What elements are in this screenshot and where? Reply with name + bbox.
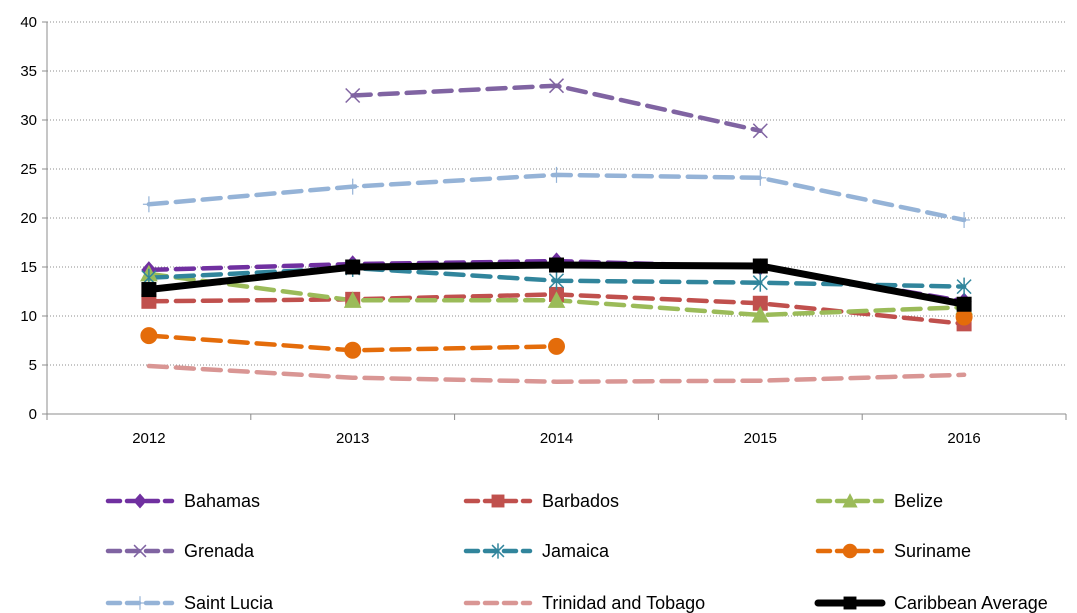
y-tick-label: 40 — [20, 14, 37, 31]
legend-label: Bahamas — [184, 491, 260, 511]
legend-item-jamaica: Jamaica — [463, 541, 610, 561]
data-point-suriname — [344, 341, 362, 359]
data-point-caribbean-average — [549, 257, 564, 273]
data-point-belize — [547, 291, 566, 308]
y-tick-label: 35 — [20, 63, 37, 80]
series-line-trinidad-and-tobago — [146, 363, 967, 384]
legend-item-belize: Belize — [815, 491, 943, 511]
series-lines — [145, 83, 968, 384]
y-tick-label: 30 — [20, 112, 37, 129]
legend-item-barbados: Barbados — [463, 491, 619, 511]
data-point-saint-lucia — [142, 196, 155, 213]
x-tick-label: 2014 — [540, 430, 573, 447]
gridlines — [47, 21, 1066, 366]
data-point-saint-lucia — [346, 178, 359, 195]
legend-marker — [842, 543, 858, 559]
data-point-caribbean-average — [956, 296, 972, 312]
x-tick-label: 2013 — [336, 430, 369, 447]
legend-label: Barbados — [542, 491, 619, 511]
data-point-grenada — [752, 123, 768, 139]
data-point-grenada — [548, 78, 565, 94]
data-point-saint-lucia — [754, 169, 767, 186]
x-tick-label: 2012 — [132, 430, 165, 447]
legend-label: Jamaica — [542, 541, 610, 561]
data-point-saint-lucia — [958, 211, 971, 228]
tick-labels: 0 5 10 15 20 25 30 35 40 2012 2013 2014 2015 2016 — [20, 14, 980, 447]
y-tick-label: 25 — [20, 161, 37, 178]
legend-label: Saint Lucia — [184, 593, 274, 613]
legend-label: Suriname — [894, 541, 971, 561]
data-point-jamaica — [752, 273, 768, 292]
legend-label: Grenada — [184, 541, 255, 561]
series-line-grenada — [350, 83, 763, 134]
legend-item-suriname: Suriname — [815, 541, 971, 561]
legend-label: Belize — [894, 491, 943, 511]
x-tick-label: 2016 — [947, 430, 980, 447]
legend-item-trinidad-and-tobago: Trinidad and Tobago — [463, 593, 705, 613]
legend-item-saint-lucia: Saint Lucia — [105, 593, 274, 613]
legend-marker — [842, 493, 858, 508]
data-point-suriname — [140, 327, 158, 345]
legend-label: Trinidad and Tobago — [542, 593, 705, 613]
y-tick-label: 20 — [20, 210, 37, 227]
y-tick-label: 0 — [29, 406, 37, 423]
legend: Bahamas Barbados Belize Grenada Jamaica Surin… — [105, 491, 1048, 613]
legend-label: Caribbean Average — [894, 593, 1048, 613]
legend-item-caribbean-average: Caribbean Average — [814, 593, 1048, 613]
data-point-saint-lucia — [550, 166, 563, 183]
y-tick-label: 15 — [20, 259, 37, 276]
legend-marker — [491, 494, 505, 508]
x-tick-label: 2015 — [744, 430, 777, 447]
y-tick-label: 5 — [29, 357, 37, 374]
data-point-suriname — [548, 337, 565, 355]
legend-marker — [133, 493, 147, 509]
data-point-belize — [751, 305, 770, 323]
legend-marker — [491, 543, 505, 559]
data-point-grenada — [345, 87, 361, 104]
data-point-jamaica — [548, 271, 565, 290]
legend-marker — [134, 596, 146, 610]
legend-item-grenada: Grenada — [105, 541, 255, 561]
series-markers — [140, 78, 973, 359]
data-point-caribbean-average — [752, 258, 768, 274]
data-point-jamaica — [956, 277, 972, 296]
y-tick-label: 10 — [20, 308, 37, 325]
axes — [42, 21, 1067, 420]
legend-marker — [133, 544, 147, 558]
legend-marker — [843, 596, 857, 610]
data-point-belize — [343, 291, 362, 308]
legend-item-bahamas: Bahamas — [105, 491, 260, 511]
data-point-caribbean-average — [345, 259, 361, 275]
data-point-caribbean-average — [141, 282, 157, 298]
